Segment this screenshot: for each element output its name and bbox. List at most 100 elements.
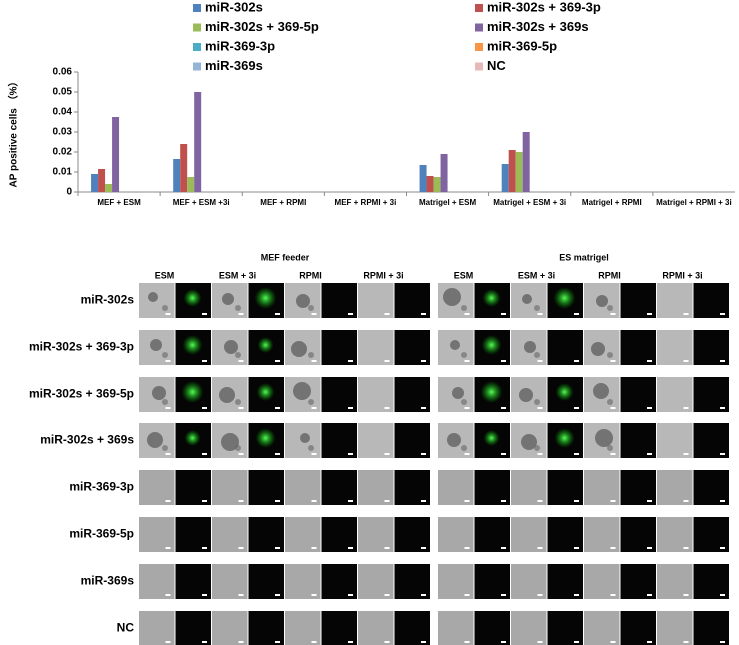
scale-bar — [501, 641, 506, 643]
bar — [501, 164, 509, 192]
fluorescent-colony — [255, 428, 276, 448]
scale-bar — [501, 360, 506, 362]
colony — [461, 352, 467, 358]
brightfield-image — [358, 564, 394, 599]
group-title: ES matrigel — [559, 252, 609, 262]
fluorescence-image — [547, 517, 583, 552]
fluorescence-image — [620, 283, 656, 318]
scale-bar — [537, 500, 543, 502]
y-tick-label: 0.06 — [53, 67, 73, 78]
bar — [440, 154, 448, 192]
brightfield-image — [358, 330, 394, 365]
scale-bar — [647, 453, 652, 455]
scale-bar — [537, 547, 543, 549]
bar — [515, 152, 523, 192]
colony — [522, 294, 532, 304]
colony — [150, 339, 162, 351]
scale-bar — [348, 594, 353, 596]
colony — [447, 433, 461, 447]
brightfield-image — [358, 470, 394, 505]
fluorescence-image — [248, 611, 284, 645]
scale-bar — [421, 360, 426, 362]
brightfield-image — [139, 517, 175, 552]
colony — [162, 305, 168, 311]
fluorescence-image — [693, 330, 729, 365]
scale-bar — [384, 360, 390, 362]
scale-bar — [384, 313, 390, 315]
fluorescence-image — [175, 470, 211, 505]
legend-swatch — [475, 4, 483, 12]
condition-label: RPMI + 3i — [662, 270, 702, 280]
scale-bar — [647, 594, 652, 596]
scale-bar — [537, 407, 543, 409]
scale-bar — [275, 500, 280, 502]
scale-bar — [720, 453, 725, 455]
fluorescent-colony — [254, 287, 277, 309]
colony — [221, 433, 239, 451]
legend-label: miR-302s + 369s — [487, 19, 589, 34]
scale-bar — [421, 594, 426, 596]
row-label: miR-302s + 369-3p — [29, 340, 134, 354]
fluorescence-image — [175, 564, 211, 599]
colony — [534, 445, 540, 451]
scale-bar — [610, 360, 616, 362]
condition-label: ESM + 3i — [219, 270, 256, 280]
row-label: miR-302s — [81, 293, 135, 307]
scale-bar — [348, 500, 353, 502]
scale-bar — [238, 360, 244, 362]
legend-swatch — [475, 23, 483, 32]
brightfield-image — [438, 611, 474, 645]
bar — [522, 132, 530, 192]
brightfield-image — [285, 517, 321, 552]
bar — [194, 92, 202, 192]
row-label: miR-369-3p — [69, 480, 134, 494]
brightfield-image — [657, 470, 693, 505]
scale-bar — [683, 453, 689, 455]
colony — [521, 434, 537, 450]
colony — [450, 340, 460, 350]
scale-bar — [501, 594, 506, 596]
colony — [534, 399, 540, 405]
colony — [235, 352, 241, 358]
fluorescence-image — [394, 611, 430, 645]
scale-bar — [275, 594, 280, 596]
colony — [461, 305, 467, 311]
scale-bar — [165, 453, 171, 455]
scale-bar — [311, 547, 317, 549]
y-axis-label: AP positive cells （%） — [7, 77, 20, 188]
scale-bar — [720, 500, 725, 502]
colony — [148, 292, 158, 302]
colony — [147, 432, 163, 448]
scale-bar — [647, 407, 652, 409]
colony — [162, 399, 168, 405]
scale-bar — [238, 500, 244, 502]
fluorescence-image — [394, 564, 430, 599]
colony — [595, 429, 613, 447]
scale-bar — [348, 547, 353, 549]
scale-bar — [683, 407, 689, 409]
scale-bar — [238, 313, 244, 315]
colony — [152, 386, 166, 400]
colony — [607, 445, 613, 451]
x-tick-label: MEF + ESM — [97, 198, 141, 207]
scale-bar — [165, 641, 171, 643]
legend-label: miR-302s + 369-3p — [487, 0, 601, 14]
scale-bar — [384, 641, 390, 643]
fluorescent-colony — [257, 337, 274, 353]
scale-bar — [165, 360, 171, 362]
scale-bar — [574, 407, 579, 409]
y-tick-label: 0.02 — [53, 147, 73, 158]
scale-bar — [238, 407, 244, 409]
bar — [180, 144, 188, 192]
fluorescence-image — [547, 470, 583, 505]
colony — [593, 383, 609, 399]
x-tick-label: MEF + RPMI + 3i — [335, 198, 397, 207]
scale-bar — [421, 407, 426, 409]
fluorescence-image — [321, 377, 357, 412]
brightfield-image — [139, 611, 175, 645]
fluorescence-image — [693, 564, 729, 599]
fluorescence-image — [620, 564, 656, 599]
fluorescent-colony — [181, 381, 204, 403]
scale-bar — [574, 641, 579, 643]
